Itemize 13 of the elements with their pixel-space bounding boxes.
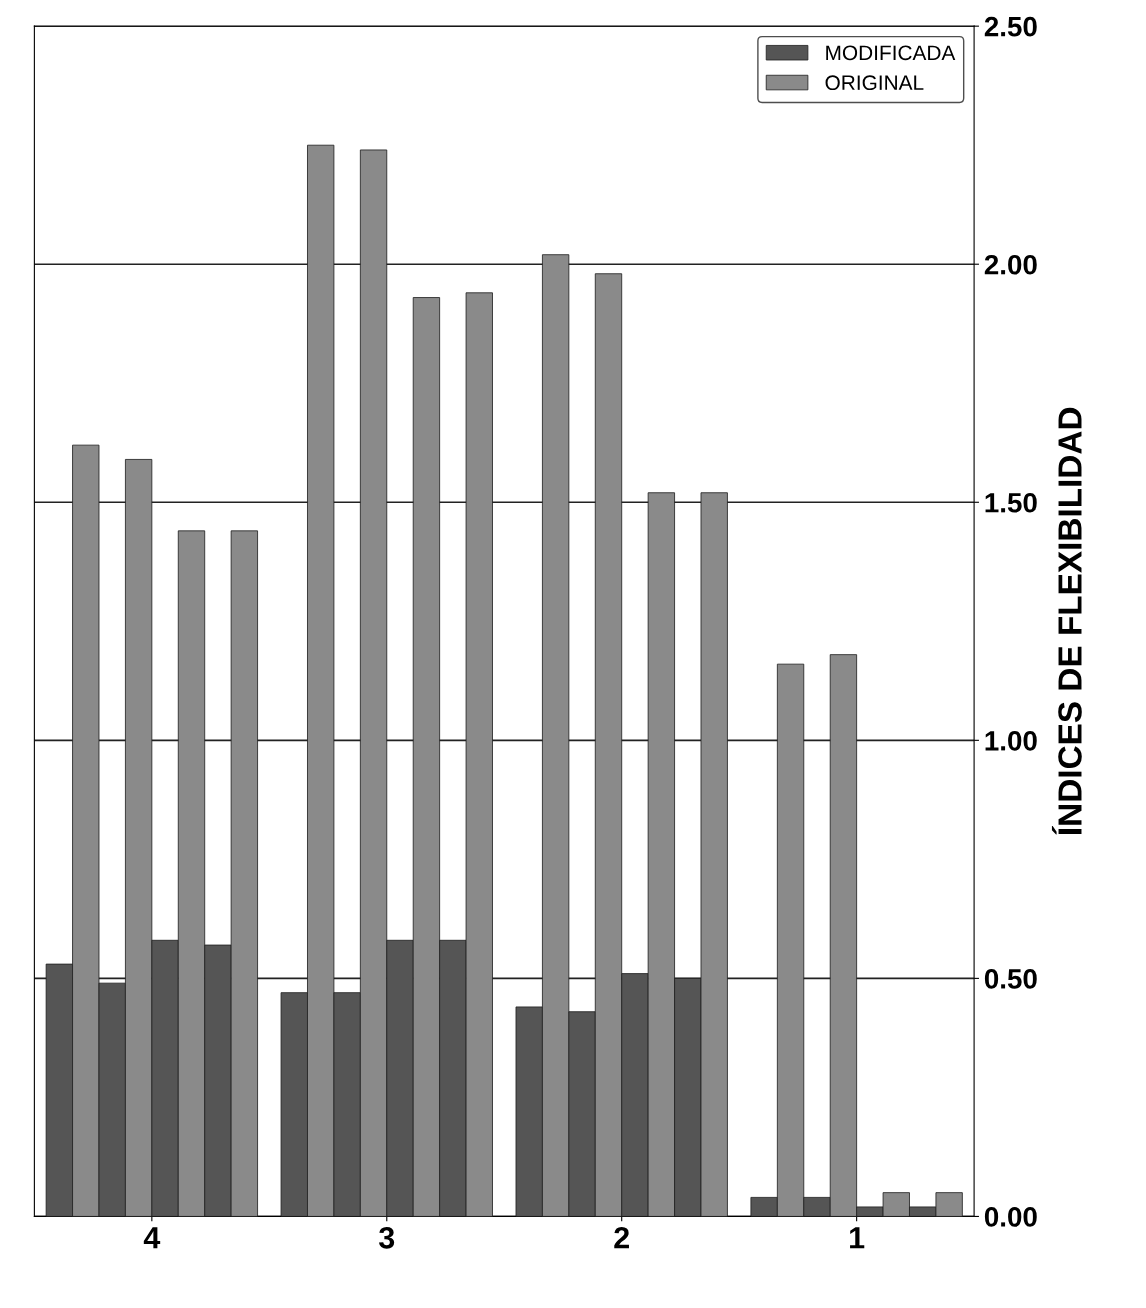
x-tick-label: 3 xyxy=(378,1226,395,1249)
y-tick-label: 0.50 xyxy=(984,969,1037,989)
y-tick-label: 1.00 xyxy=(985,731,1037,751)
y-tick-label: 2.00 xyxy=(984,254,1037,275)
legend-label: MODIFICADA xyxy=(826,45,956,61)
x-tick-label: 4 xyxy=(143,1227,161,1249)
legend-label: ORIGINAL xyxy=(825,75,924,91)
y-axis-title: ÍNDICES DE FLEXIBILIDAD xyxy=(1051,407,1082,835)
y-tick-label: 0.00 xyxy=(984,1207,1037,1227)
y-tick-label: 2.50 xyxy=(984,16,1037,37)
x-tick-label: 1 xyxy=(850,1227,865,1249)
x-tick-label: 2 xyxy=(614,1226,629,1249)
y-tick-label: 1.50 xyxy=(985,492,1037,513)
